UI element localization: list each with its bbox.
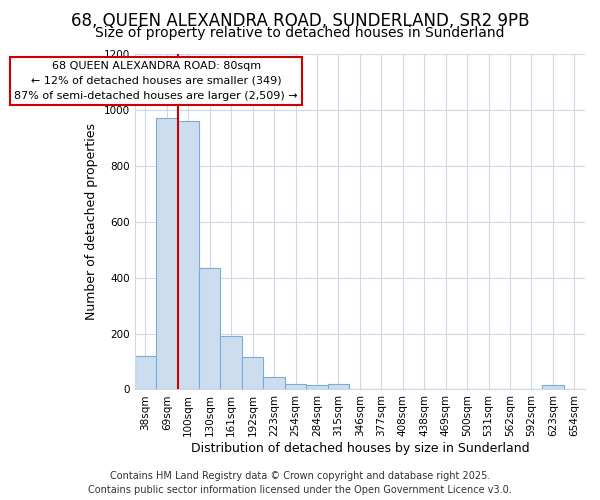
Bar — [156, 118, 178, 390]
Bar — [263, 377, 285, 390]
Bar — [220, 336, 242, 390]
Y-axis label: Number of detached properties: Number of detached properties — [85, 123, 98, 320]
Bar — [199, 268, 220, 390]
Text: Contains HM Land Registry data © Crown copyright and database right 2025.
Contai: Contains HM Land Registry data © Crown c… — [88, 471, 512, 495]
Text: 68, QUEEN ALEXANDRA ROAD, SUNDERLAND, SR2 9PB: 68, QUEEN ALEXANDRA ROAD, SUNDERLAND, SR… — [71, 12, 529, 30]
Bar — [285, 384, 306, 390]
Text: Size of property relative to detached houses in Sunderland: Size of property relative to detached ho… — [95, 26, 505, 40]
Text: 68 QUEEN ALEXANDRA ROAD: 80sqm
← 12% of detached houses are smaller (349)
87% of: 68 QUEEN ALEXANDRA ROAD: 80sqm ← 12% of … — [14, 61, 298, 100]
Bar — [306, 386, 328, 390]
Bar — [242, 358, 263, 390]
Bar — [328, 384, 349, 390]
Bar — [178, 121, 199, 390]
Bar — [134, 356, 156, 390]
Bar — [542, 386, 563, 390]
X-axis label: Distribution of detached houses by size in Sunderland: Distribution of detached houses by size … — [191, 442, 529, 455]
